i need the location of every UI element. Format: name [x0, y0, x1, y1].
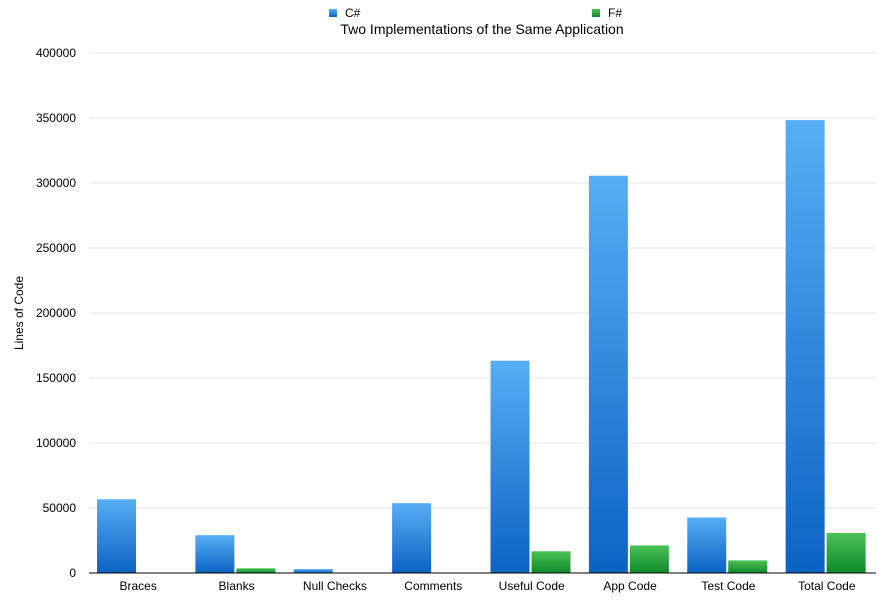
- bar-fsharp: [531, 551, 571, 573]
- bar-fsharp: [236, 568, 276, 573]
- legend-swatch: [592, 9, 600, 17]
- bar-csharp: [293, 569, 333, 573]
- bar-csharp: [97, 499, 136, 573]
- y-axis-ticks: 0 50000 100000 150000 200000 250000 300000 3500…: [36, 46, 76, 580]
- y-tick-label: 350000: [36, 111, 76, 125]
- x-tick-label: Comments: [404, 579, 462, 593]
- x-tick-label: Null Checks: [303, 579, 367, 593]
- y-axis-label: Lines of Code: [12, 276, 26, 350]
- bar-csharp: [785, 120, 825, 573]
- chart-title: Two Implementations of the Same Applicat…: [340, 21, 623, 37]
- x-tick-label: Blanks: [219, 579, 255, 593]
- y-tick-label: 100000: [36, 436, 76, 450]
- bars: [97, 120, 866, 573]
- y-tick-label: 0: [69, 566, 76, 580]
- bar-fsharp: [826, 532, 866, 573]
- bar-fsharp: [728, 560, 768, 573]
- bar-csharp: [490, 360, 530, 573]
- gridlines: [89, 52, 876, 509]
- y-tick-label: 300000: [36, 176, 76, 190]
- x-axis-ticks: Braces Blanks Null Checks Comments Useful Co…: [120, 579, 856, 593]
- bar-csharp: [687, 517, 727, 573]
- bar-csharp: [195, 535, 235, 573]
- y-tick-label: 50000: [43, 501, 77, 515]
- legend-swatch: [329, 9, 337, 17]
- x-tick-label: Braces: [120, 579, 157, 593]
- legend: C# F#: [329, 6, 622, 20]
- x-tick-label: Total Code: [798, 579, 856, 593]
- bar-fsharp: [629, 545, 669, 573]
- y-tick-label: 250000: [36, 241, 76, 255]
- y-tick-label: 150000: [36, 371, 76, 385]
- bar-csharp: [392, 503, 432, 573]
- x-tick-label: Useful Code: [499, 579, 565, 593]
- legend-label: F#: [608, 6, 622, 20]
- legend-label: C#: [345, 6, 361, 20]
- bar-csharp: [588, 175, 628, 573]
- y-tick-label: 400000: [36, 46, 76, 60]
- x-tick-label: App Code: [603, 579, 657, 593]
- y-tick-label: 200000: [36, 306, 76, 320]
- x-tick-label: Test Code: [701, 579, 755, 593]
